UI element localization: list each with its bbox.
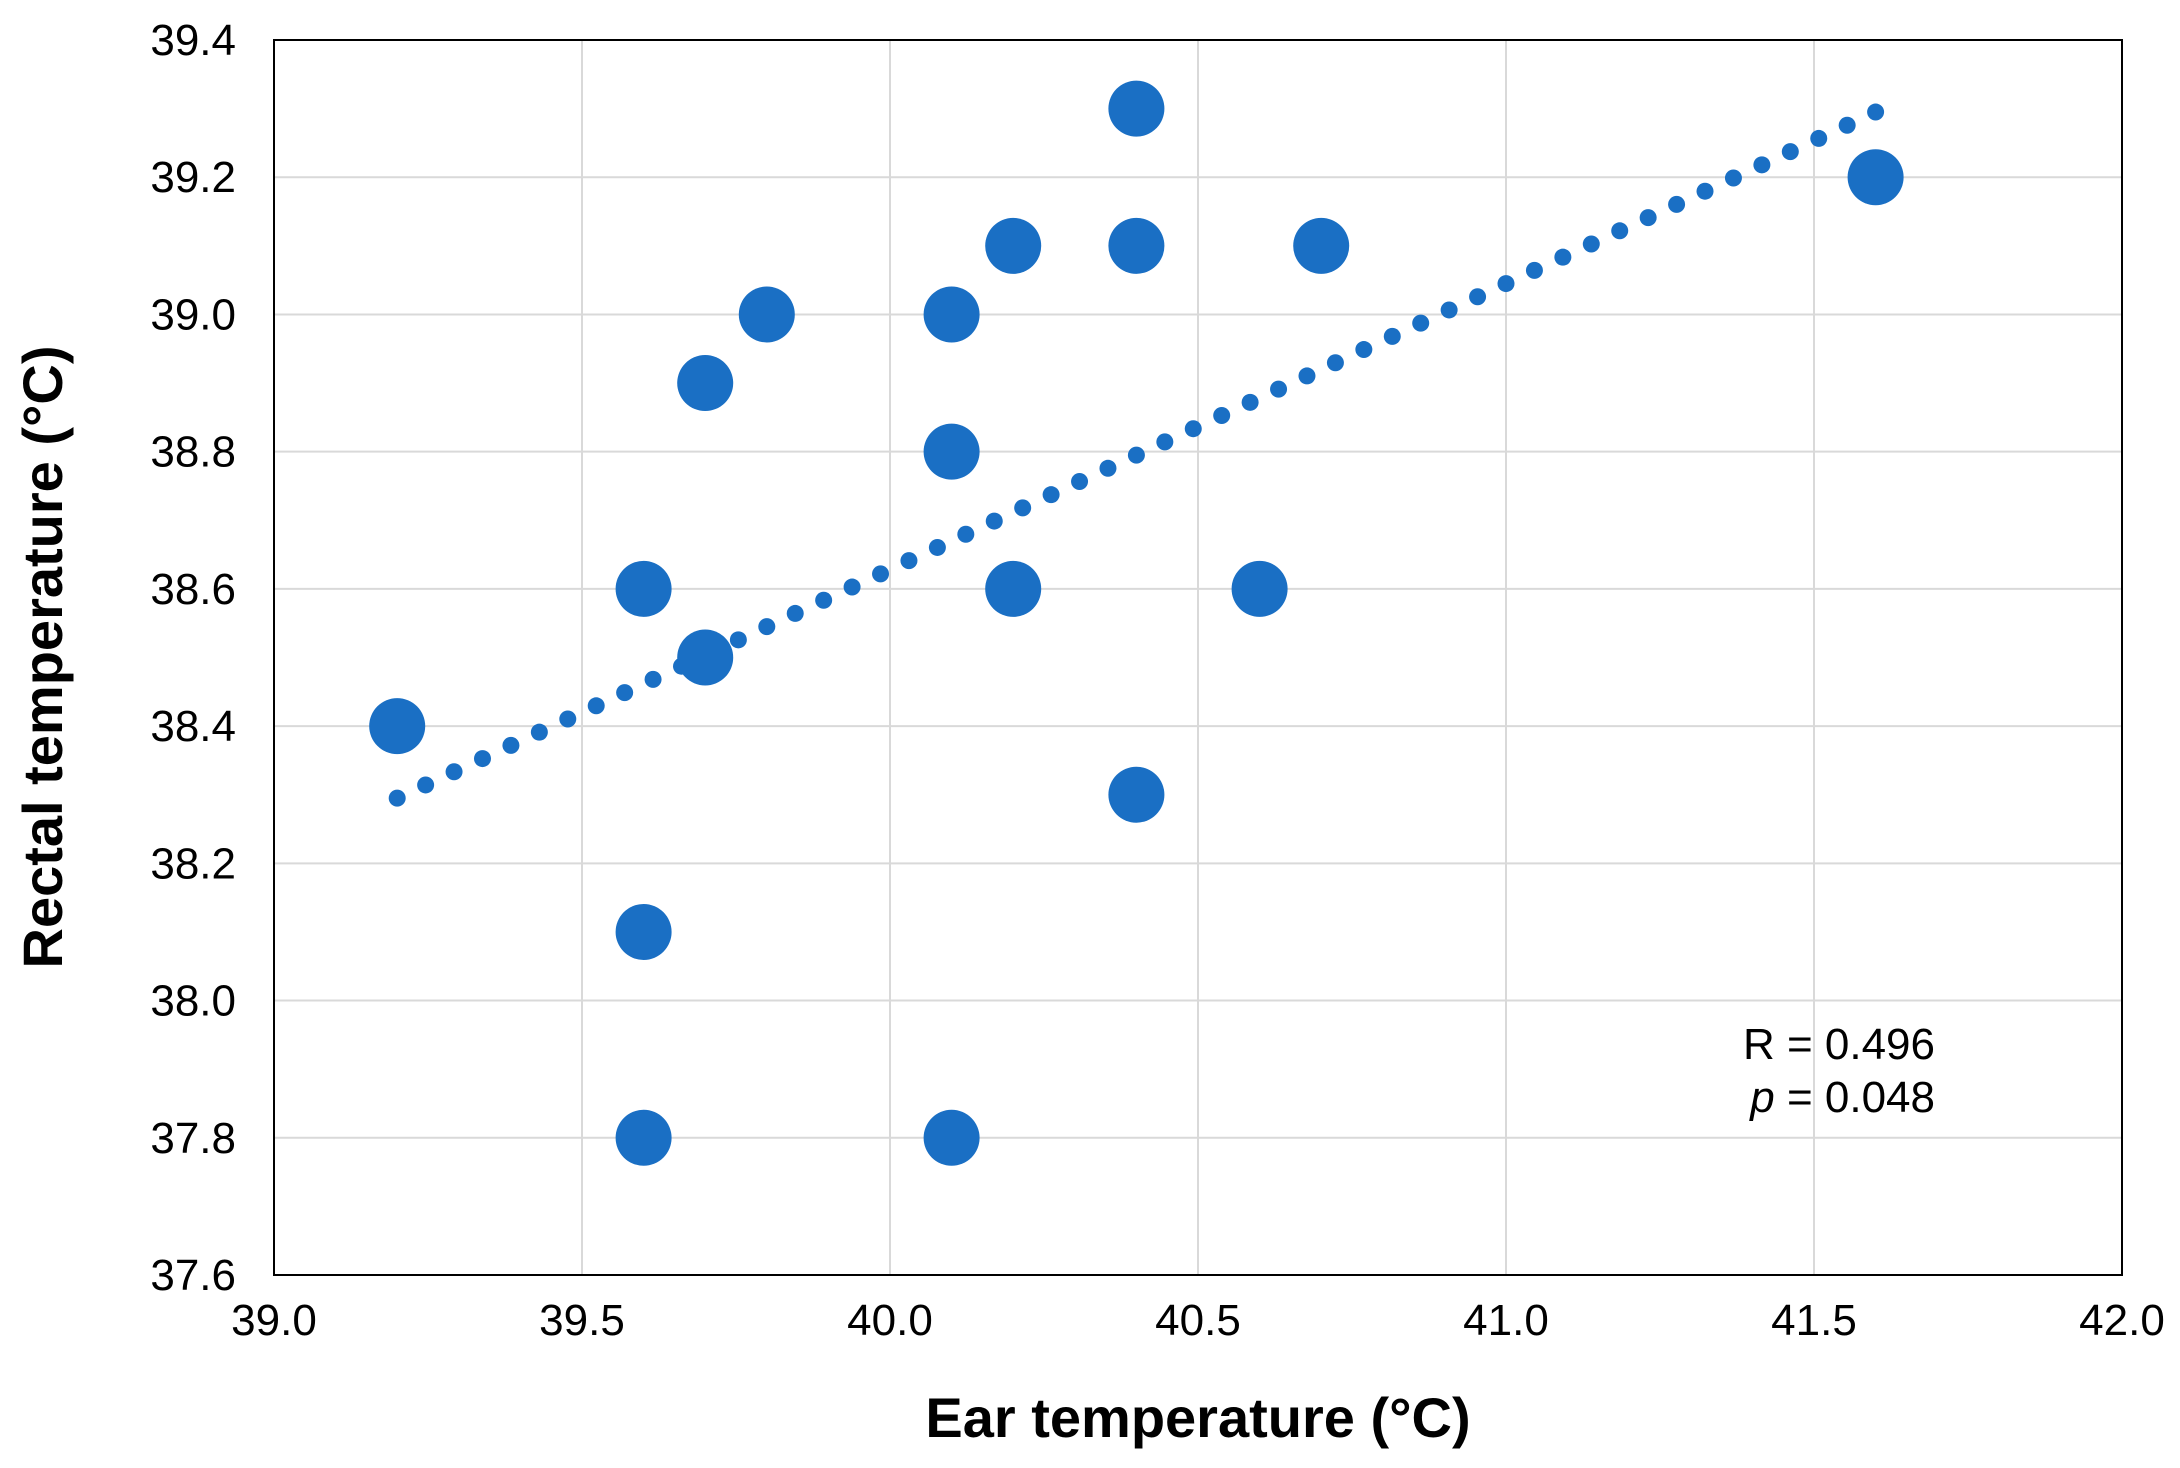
y-tick-label: 37.8: [150, 1114, 236, 1163]
trendline-dot: [1298, 367, 1316, 385]
r-value-annotation: R = 0.496: [1743, 1020, 1935, 1069]
y-axis-title: Rectal temperature (°C): [11, 346, 74, 969]
x-axis-title: Ear temperature (°C): [925, 1386, 1470, 1449]
y-axis-ticks: 37.6 37.8 38.0 38.2 38.4 38.6 38.8 39.0 39.2 39.4: [150, 16, 236, 1300]
y-tick-label: 39.0: [150, 290, 236, 339]
trendline-dot: [530, 723, 548, 741]
data-point: [923, 1109, 980, 1166]
data-point: [677, 355, 734, 412]
trendline-dot: [616, 684, 634, 702]
y-tick-label: 38.6: [150, 565, 236, 614]
trendline-dot: [1213, 407, 1231, 425]
y-tick-label: 39.2: [150, 153, 236, 202]
trendline-dot: [1867, 103, 1885, 121]
y-tick-label: 38.4: [150, 702, 236, 751]
trendline-dot: [843, 578, 861, 596]
trendline-dot: [1724, 169, 1742, 187]
p-symbol: p: [1748, 1073, 1774, 1122]
x-tick-label: 40.5: [1155, 1296, 1241, 1345]
trendline-dot: [758, 618, 776, 636]
data-point: [1108, 217, 1165, 274]
trendline-dot: [957, 525, 975, 543]
trendline-dot: [1554, 248, 1572, 266]
trendline-dot: [1838, 116, 1856, 134]
trendline-dot: [1810, 129, 1828, 147]
trendline-dot: [1412, 314, 1430, 332]
data-point: [369, 698, 426, 755]
p-value-annotation: p = 0.048: [1748, 1073, 1935, 1122]
trendline-dot: [1184, 420, 1202, 438]
trendline-dot: [815, 591, 833, 609]
trendline-dot: [1781, 143, 1799, 161]
x-axis-ticks: 39.0 39.5 40.0 40.5 41.0 41.5 42.0: [231, 1296, 2165, 1345]
y-tick-label: 38.2: [150, 839, 236, 888]
trendline: [388, 103, 1885, 807]
data-point: [615, 560, 672, 617]
trendline-dot: [1696, 182, 1714, 200]
y-tick-label: 38.8: [150, 428, 236, 477]
trendline-dot: [502, 736, 520, 754]
data-point: [1108, 766, 1165, 823]
trendline-dot: [1099, 459, 1117, 477]
trendline-dot: [587, 697, 605, 715]
trendline-dot: [1639, 209, 1657, 227]
x-tick-label: 41.5: [1771, 1296, 1857, 1345]
trendline-dot: [1326, 354, 1344, 372]
trendline-dot: [1156, 433, 1174, 451]
data-point: [985, 217, 1042, 274]
data-point: [1847, 149, 1904, 206]
data-point: [677, 629, 734, 686]
trendline-dot: [1497, 275, 1515, 293]
x-tick-label: 41.0: [1463, 1296, 1549, 1345]
gridlines: [274, 40, 2122, 1275]
trendline-dot: [388, 789, 406, 807]
trendline-dot: [1241, 393, 1259, 411]
trendline-dot: [1525, 261, 1543, 279]
trendline-dot: [473, 750, 491, 768]
trendline-dot: [1582, 235, 1600, 253]
data-point: [1108, 80, 1165, 137]
trendline-dot: [928, 538, 946, 556]
data-point: [738, 286, 795, 343]
data-point: [1231, 560, 1288, 617]
data-point: [923, 286, 980, 343]
data-points: [369, 80, 1904, 1166]
trendline-dot: [1668, 195, 1686, 213]
y-tick-label: 38.0: [150, 977, 236, 1026]
trendline-dot: [1611, 222, 1629, 240]
trendline-dot: [1270, 380, 1288, 398]
trendline-dot: [644, 670, 662, 688]
trendline-dot: [1753, 156, 1771, 174]
x-tick-label: 42.0: [2079, 1296, 2165, 1345]
trendline-dot: [985, 512, 1003, 530]
trendline-dot: [445, 763, 463, 781]
trendline-dot: [729, 631, 747, 649]
x-tick-label: 40.0: [847, 1296, 933, 1345]
data-point: [615, 1109, 672, 1166]
trendline-dot: [1071, 472, 1089, 490]
data-point: [923, 423, 980, 480]
plot-area-frame: [273, 39, 2123, 1276]
trendline-dot: [872, 565, 890, 583]
p-value-text: = 0.048: [1775, 1073, 1935, 1122]
trendline-dot: [417, 776, 435, 794]
trendline-dot: [1014, 499, 1032, 517]
data-point: [985, 560, 1042, 617]
trendline-dot: [1042, 486, 1060, 504]
y-tick-label: 39.4: [150, 16, 236, 65]
data-point: [615, 903, 672, 960]
x-tick-label: 39.5: [539, 1296, 625, 1345]
x-tick-label: 39.0: [231, 1296, 317, 1345]
trendline-dot: [1127, 446, 1145, 464]
trendline-dot: [1440, 301, 1458, 319]
trendline-dot: [559, 710, 577, 728]
trendline-dot: [900, 552, 918, 570]
trendline-dot: [1355, 341, 1373, 359]
y-tick-label: 37.6: [150, 1251, 236, 1300]
trendline-dot: [786, 604, 804, 622]
trendline-dot: [1383, 327, 1401, 345]
data-point: [1293, 217, 1350, 274]
trendline-dot: [1469, 288, 1487, 306]
